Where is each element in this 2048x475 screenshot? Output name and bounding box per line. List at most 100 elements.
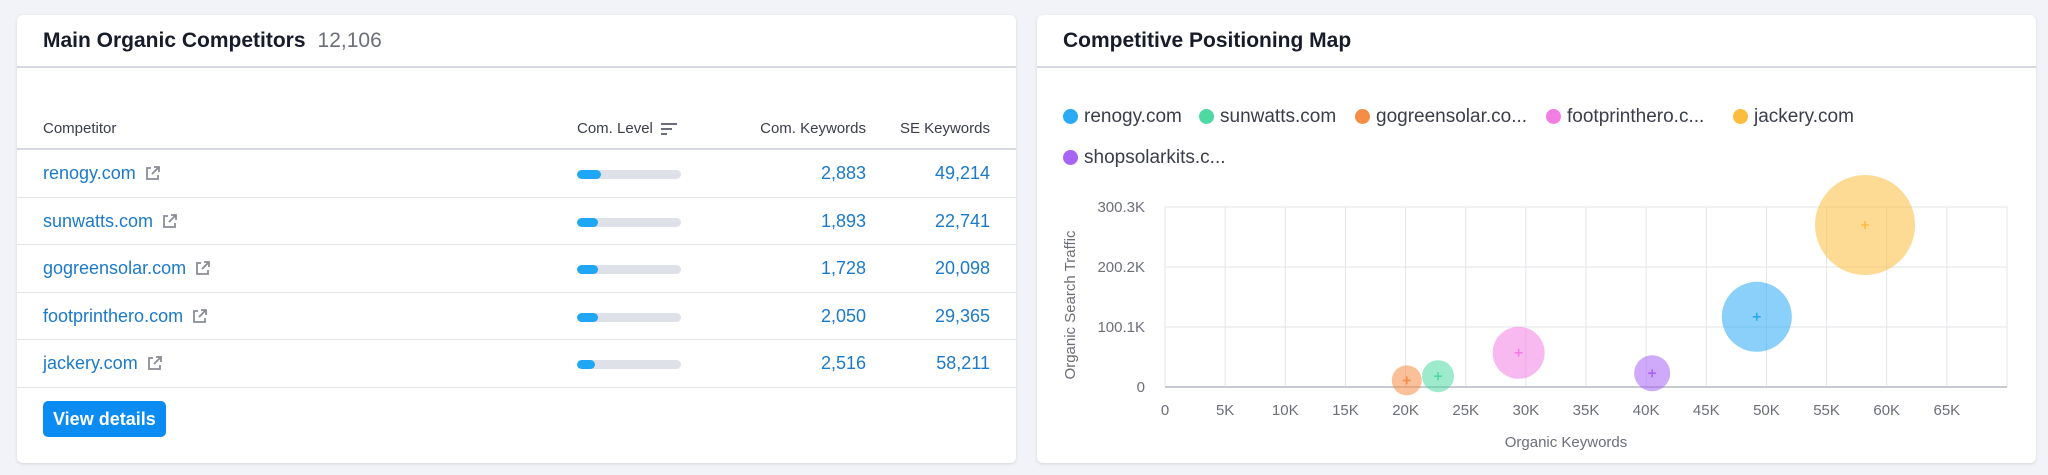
x-tick-label: 65K [1934, 402, 1961, 419]
com-level-fill [577, 265, 598, 274]
x-tick-label: 5K [1216, 402, 1234, 419]
competitive-positioning-map-card: Competitive Positioning Map renogy.com su… [1037, 15, 2036, 463]
sort-icon[interactable] [660, 122, 677, 136]
x-axis-title: Organic Keywords [1505, 434, 1628, 451]
legend-label: renogy.com [1084, 105, 1182, 127]
table-row: footprinthero.com 2,050 29,365 [17, 293, 1016, 340]
legend-label: gogreensolar.co... [1376, 105, 1528, 127]
competitor-link[interactable]: renogy.com [43, 163, 161, 184]
legend-item[interactable]: renogy.com [1063, 96, 1199, 137]
bubble-center-marker [1861, 221, 1870, 229]
external-link-icon[interactable] [144, 165, 161, 182]
x-tick-label: 20K [1392, 402, 1419, 419]
com-level-bar [577, 170, 681, 179]
table-row: sunwatts.com 1,893 22,741 [17, 198, 1016, 245]
se-keywords-value[interactable]: 20,098 [934, 258, 990, 278]
competitor-link[interactable]: sunwatts.com [43, 211, 178, 232]
legend-dot-icon [1733, 109, 1748, 124]
legend-dot-icon [1199, 109, 1214, 124]
com-keywords-value[interactable]: 1,893 [820, 210, 866, 231]
legend-dot-icon [1063, 150, 1078, 165]
chart-legend: renogy.com sunwatts.com gogreensolar.co...… [1063, 96, 2003, 178]
com-level-fill [577, 170, 601, 179]
positioning-chart: 0 100.1K 200.2K 300.3K 0 5K 10K 15K 20K 25K 30K 35K… [1062, 175, 2008, 451]
com-level-bar [577, 217, 681, 227]
column-se-keywords[interactable]: SE Keywords [899, 120, 990, 137]
com-level-bar [577, 312, 681, 322]
x-tick-label: 55K [1813, 402, 1840, 419]
legend-label: shopsolarkits.c... [1084, 146, 1226, 168]
legend-item[interactable]: sunwatts.com [1199, 96, 1355, 137]
se-keywords-value[interactable]: 58,211 [936, 353, 990, 373]
table-row: gogreensolar.com 1,728 20,098 [17, 245, 1016, 293]
legend-item[interactable]: gogreensolar.co... [1355, 96, 1546, 137]
y-tick-label: 0 [1137, 379, 1145, 396]
y-axis-title: Organic Search Traffic [1062, 230, 1079, 379]
x-tick-label: 50K [1753, 402, 1780, 419]
external-link-icon[interactable] [194, 260, 211, 277]
column-competitor: Competitor [43, 120, 117, 137]
column-com-level-label: Com. Level [577, 120, 653, 137]
x-tick-label: 40K [1633, 402, 1660, 419]
bubble-center-marker [1434, 372, 1443, 381]
external-link-icon[interactable] [161, 213, 178, 230]
card-header: Competitive Positioning Map [1037, 15, 2036, 68]
com-level-fill [577, 312, 598, 322]
bubble-center-marker [1514, 348, 1523, 357]
competitor-count: 12,106 [317, 28, 382, 52]
legend-dot-icon [1355, 109, 1370, 124]
com-keywords-value[interactable]: 1,728 [820, 258, 866, 278]
y-tick-label: 100.1K [1097, 319, 1145, 336]
x-tick-label: 15K [1332, 402, 1359, 419]
legend-item[interactable]: shopsolarkits.c... [1063, 137, 1226, 178]
com-level-fill [577, 360, 595, 369]
com-keywords-value[interactable]: 2,883 [820, 163, 866, 183]
legend-label: footprinthero.c... [1567, 105, 1705, 127]
external-link-icon[interactable] [191, 308, 208, 325]
com-level-bar [577, 265, 681, 274]
se-keywords-value[interactable]: 29,365 [934, 305, 990, 326]
legend-label: jackery.com [1754, 105, 1854, 127]
competitor-domain: gogreensolar.com [43, 258, 187, 278]
table-body: renogy.com 2,883 49,214 sunwatts.com 1,893 22… [17, 150, 1016, 388]
se-keywords-value[interactable]: 22,741 [934, 210, 990, 231]
x-tick-label: 30K [1513, 402, 1540, 419]
legend-dot-icon [1546, 109, 1561, 124]
bubble-center-marker [1752, 312, 1761, 321]
y-tick-label: 300.3K [1097, 199, 1145, 216]
x-tick-label: 10K [1272, 402, 1299, 419]
x-tick-label: 35K [1573, 402, 1600, 419]
competitor-link[interactable]: gogreensolar.com [43, 258, 211, 279]
card-header: Main Organic Competitors 12,106 [17, 15, 1016, 68]
view-details-button[interactable]: View details [43, 401, 166, 437]
x-tick-label: 25K [1452, 402, 1479, 419]
x-tick-label: 0 [1161, 402, 1169, 419]
bubble-center-marker [1648, 369, 1657, 378]
column-com-level[interactable]: Com. Level [577, 120, 677, 137]
card-title: Main Organic Competitors [43, 28, 306, 52]
card-title: Competitive Positioning Map [1063, 28, 1352, 52]
competitor-domain: footprinthero.com [43, 305, 184, 326]
table-header: Competitor Com. Level Com. Keywords SE K… [17, 90, 1016, 150]
legend-item[interactable]: footprinthero.c... [1546, 96, 1733, 137]
external-link-icon[interactable] [146, 355, 163, 372]
legend-label: sunwatts.com [1220, 105, 1337, 127]
competitor-link[interactable]: jackery.com [43, 353, 163, 374]
x-tick-label: 60K [1873, 402, 1900, 419]
competitors-table: Competitor Com. Level Com. Keywords SE K… [17, 90, 1016, 388]
com-keywords-value[interactable]: 2,516 [820, 353, 866, 373]
competitor-link[interactable]: footprinthero.com [43, 306, 208, 327]
com-level-fill [577, 217, 598, 227]
com-keywords-value[interactable]: 2,050 [820, 305, 866, 326]
competitor-domain: jackery.com [43, 353, 138, 373]
legend-item[interactable]: jackery.com [1733, 96, 1933, 137]
table-row: jackery.com 2,516 58,211 [17, 340, 1016, 388]
bubble-center-marker [1402, 376, 1411, 385]
table-row: renogy.com 2,883 49,214 [17, 150, 1016, 198]
legend-dot-icon [1063, 109, 1078, 124]
se-keywords-value[interactable]: 49,214 [934, 163, 990, 183]
competitor-domain: sunwatts.com [43, 210, 154, 231]
column-com-keywords[interactable]: Com. Keywords [760, 120, 866, 137]
x-tick-label: 45K [1693, 402, 1720, 419]
y-tick-label: 200.2K [1097, 259, 1145, 276]
